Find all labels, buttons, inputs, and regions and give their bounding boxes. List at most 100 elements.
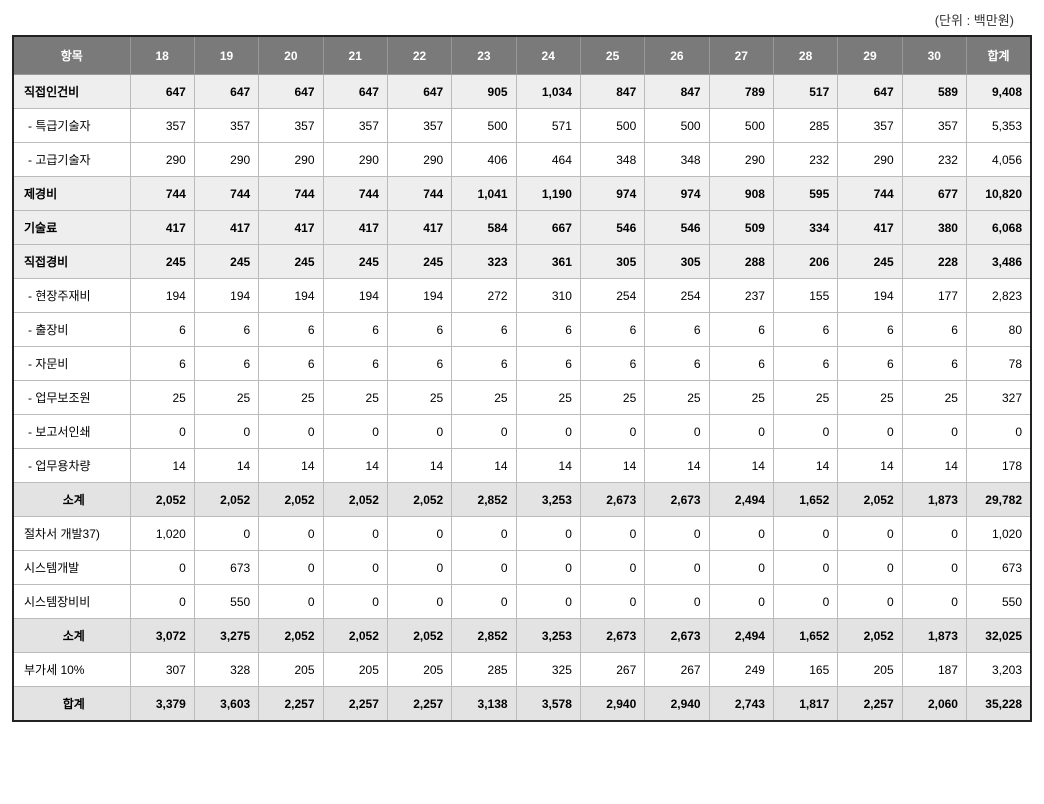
cell-value: 2,052 [838,619,902,653]
cell-value: 194 [259,279,323,313]
cell-value: 2,052 [838,483,902,517]
cell-value: 14 [838,449,902,483]
cell-value: 25 [516,381,580,415]
cell-value: 2,052 [259,483,323,517]
cell-value: 6 [387,313,451,347]
cell-value: 267 [645,653,709,687]
cell-value: 2,673 [645,483,709,517]
cell-value: 647 [323,75,387,109]
cell-value: 0 [709,415,773,449]
table-row: - 고급기술자290290290290290406464348348290232… [13,143,1031,177]
cell-value: 0 [709,551,773,585]
cell-value: 25 [838,381,902,415]
cell-value: 2,052 [194,483,258,517]
cell-value: 290 [130,143,194,177]
cell-value: 357 [259,109,323,143]
cell-value: 0 [323,551,387,585]
cell-value: 2,743 [709,687,773,722]
cell-value: 305 [645,245,709,279]
cell-value: 3,379 [130,687,194,722]
cell-value: 744 [259,177,323,211]
cell-value: 0 [838,415,902,449]
cell-value: 2,060 [902,687,966,722]
cell-value: 0 [323,415,387,449]
cell-value: 847 [645,75,709,109]
cell-value: 647 [838,75,902,109]
table-row: - 특급기술자357357357357357500571500500500285… [13,109,1031,143]
cell-value: 14 [773,449,837,483]
cell-value: 0 [130,551,194,585]
cell-value: 0 [387,551,451,585]
row-label: - 현장주재비 [13,279,130,313]
col-header-year: 19 [194,36,258,75]
cell-value: 6 [902,313,966,347]
cell-value: 2,257 [323,687,387,722]
cell-value: 290 [387,143,451,177]
table-row: - 현장주재비194194194194194272310254254237155… [13,279,1031,313]
cell-value: 1,020 [130,517,194,551]
cell-value: 5,353 [966,109,1031,143]
cell-value: 245 [838,245,902,279]
row-label: 부가세 10% [13,653,130,687]
cell-value: 0 [902,551,966,585]
table-body: 직접인건비6476476476476479051,034847847789517… [13,75,1031,722]
unit-label: (단위 : 백만원) [10,10,1034,29]
row-label: - 보고서인쇄 [13,415,130,449]
cell-value: 228 [902,245,966,279]
cell-value: 327 [966,381,1031,415]
cell-value: 2,673 [580,619,644,653]
cell-value: 1,873 [902,619,966,653]
cell-value: 0 [259,415,323,449]
cell-value: 0 [387,415,451,449]
cell-value: 6 [452,347,516,381]
cell-value: 667 [516,211,580,245]
cell-value: 14 [387,449,451,483]
row-label: 소계 [13,619,130,653]
cell-value: 2,940 [580,687,644,722]
cell-value: 4,056 [966,143,1031,177]
cell-value: 14 [516,449,580,483]
cell-value: 361 [516,245,580,279]
cell-value: 285 [773,109,837,143]
cell-value: 0 [902,517,966,551]
col-header-total: 합계 [966,36,1031,75]
cell-value: 245 [387,245,451,279]
cell-value: 417 [130,211,194,245]
cell-value: 0 [387,585,451,619]
cell-value: 14 [902,449,966,483]
col-header-year: 28 [773,36,837,75]
cell-value: 589 [902,75,966,109]
cell-value: 0 [323,517,387,551]
cell-value: 328 [194,653,258,687]
cell-value: 25 [130,381,194,415]
cell-value: 0 [645,585,709,619]
cell-value: 194 [387,279,451,313]
cell-value: 14 [709,449,773,483]
cell-value: 380 [902,211,966,245]
cell-value: 245 [259,245,323,279]
cell-value: 3,275 [194,619,258,653]
cell-value: 417 [387,211,451,245]
cell-value: 546 [580,211,644,245]
cell-value: 237 [709,279,773,313]
cell-value: 35,228 [966,687,1031,722]
col-header-year: 18 [130,36,194,75]
row-label: 절차서 개발37) [13,517,130,551]
cell-value: 673 [194,551,258,585]
cell-value: 254 [645,279,709,313]
cell-value: 0 [259,585,323,619]
cell-value: 0 [902,585,966,619]
cell-value: 267 [580,653,644,687]
cell-value: 3,253 [516,483,580,517]
cell-value: 3,138 [452,687,516,722]
cell-value: 6 [838,347,902,381]
cell-value: 595 [773,177,837,211]
cell-value: 0 [580,415,644,449]
cell-value: 6 [709,313,773,347]
cell-value: 789 [709,75,773,109]
cell-value: 417 [838,211,902,245]
cell-value: 6 [902,347,966,381]
cell-value: 6 [580,347,644,381]
cell-value: 0 [323,585,387,619]
cell-value: 6 [259,347,323,381]
